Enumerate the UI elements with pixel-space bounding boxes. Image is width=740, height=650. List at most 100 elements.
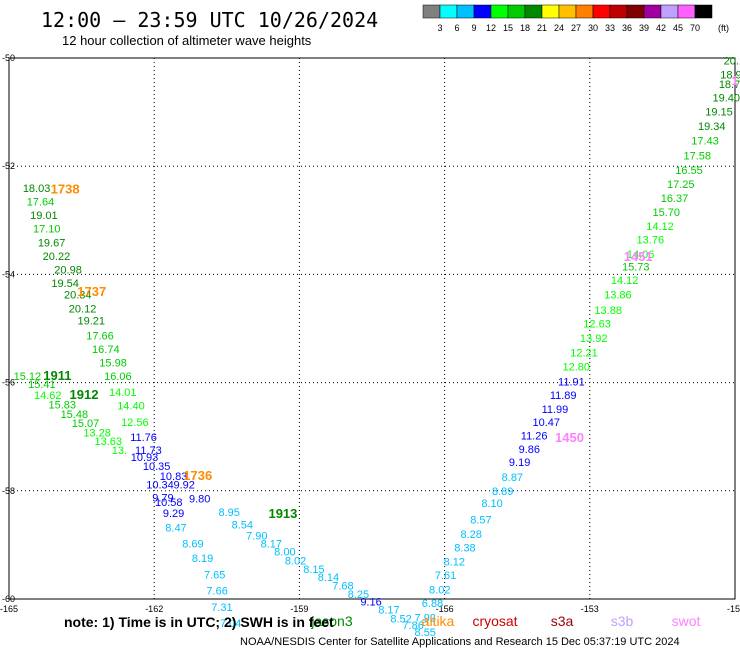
swh-point-label: 19.34	[698, 121, 726, 133]
swh-point-label: 9.92	[173, 480, 194, 492]
colorbar-label: 33	[605, 23, 615, 33]
swh-point-label: 8.10	[481, 498, 502, 510]
swh-point-label: 8.17	[261, 539, 282, 551]
colorbar-label: 12	[486, 23, 496, 33]
chart-title: 12:00 – 23:59 UTC 10/26/2024	[41, 8, 378, 32]
axis-ticks: -50 -52 -54 -56 -58 -60-165 -162 -159 -156 -153 -1…	[0, 53, 740, 614]
swh-point-label: 20.12	[69, 303, 97, 315]
swh-point-label: 9.19	[509, 457, 530, 469]
swh-point-label: 16.37	[661, 193, 689, 205]
x-tick-label: -162	[145, 604, 163, 614]
legend-entry-s3b: s3b	[611, 613, 634, 629]
y-tick-label: -50	[2, 53, 15, 63]
swh-point-label: 16.55	[675, 165, 703, 177]
swh-point-label: 10.93	[131, 452, 159, 464]
swh-point-label: 19.21	[78, 316, 106, 328]
colorbar-swatch	[592, 4, 611, 19]
swh-point-label: 18.03	[23, 183, 51, 195]
pass-time-label: 1913	[268, 506, 297, 521]
swh-point-label: 8.28	[461, 529, 482, 541]
y-tick-label: -54	[2, 269, 15, 279]
swh-point-label: 19.01	[30, 210, 58, 222]
swh-point-label: 11.26	[521, 430, 548, 442]
swh-point-label: 9.79	[152, 493, 173, 505]
colorbar-swatch	[694, 4, 713, 19]
colorbar-unit: (ft)	[718, 23, 729, 33]
swh-point-label: 19.15	[705, 106, 733, 118]
legend-entry-cryosat: cryosat	[472, 613, 517, 629]
y-tick-label: -60	[2, 594, 15, 604]
footer-credit: NOAA/NESDIS Center for Satellite Applica…	[240, 636, 680, 648]
colorbar-label: 42	[656, 23, 666, 33]
swh-point-label: 10.35	[143, 461, 171, 473]
swh-point-label: 15.48	[61, 409, 89, 421]
swh-point-label: 6.88	[422, 598, 443, 610]
swh-point-label: 8.02	[429, 585, 450, 597]
swh-point-label: 7.65	[204, 569, 225, 581]
colorbar-swatch	[660, 4, 679, 19]
colorbar-swatch	[422, 4, 441, 19]
swh-point-label: 15.83	[48, 400, 76, 412]
pass-time-label: 1451	[624, 249, 653, 264]
swh-point-label: 8.57	[470, 514, 491, 526]
x-tick-label: -159	[290, 604, 308, 614]
swh-point-label: 12.80	[562, 362, 590, 374]
swh-point-label: 10.34	[146, 480, 174, 492]
swh-point-label: 8.02	[285, 555, 306, 567]
swh-point-label: 7.92	[415, 613, 436, 625]
swh-point-label: 15.07	[72, 418, 100, 430]
colorbar-label: 45	[673, 23, 683, 33]
swh-point-label: 16.74	[92, 344, 120, 356]
swh-point-label: 13.88	[594, 305, 622, 317]
swh-point-label: 15.12	[14, 371, 42, 383]
swh-point-label: 15.98	[99, 357, 127, 369]
colorbar-label: 21	[537, 23, 547, 33]
pass-time-label: 1737	[77, 284, 106, 299]
swh-point-label: 8.47	[165, 522, 186, 534]
pass-time-label: 1736	[183, 468, 212, 483]
swh-point-label: 13.76	[637, 235, 665, 247]
pass-time-label: 1912	[70, 387, 99, 402]
swh-point-label: 7.04	[220, 618, 241, 630]
swh-point-label: 11.91	[558, 376, 585, 388]
swh-point-label: 14.12	[646, 221, 674, 233]
swh-point-label: 8.25	[348, 589, 369, 601]
swh-point-label: 14.12	[611, 275, 639, 287]
swh-point-label: 8.19	[192, 553, 213, 565]
colorbar-swatch	[456, 4, 475, 19]
swh-point-label: 20.34	[64, 290, 92, 302]
colorbar-swatch	[507, 4, 526, 19]
swh-point-label: 14.40	[117, 401, 145, 413]
swh-point-label: 9.16	[360, 596, 381, 608]
colorbar-swatch	[677, 4, 696, 19]
swh-point-label: 14.06	[627, 249, 655, 261]
pass-time-label: 1911	[43, 368, 71, 383]
swh-point-label: 10.47	[532, 417, 560, 429]
swh-point-label: 7.66	[206, 586, 227, 598]
swh-point-label: 8.00	[274, 547, 295, 559]
swh-point-label: 8.69	[182, 539, 203, 551]
swh-point-label: 15.70	[653, 207, 681, 219]
swh-point-label: 17.10	[33, 224, 61, 236]
pass-time-label: 1738	[51, 181, 80, 196]
swh-point-label: 9.29	[163, 508, 184, 520]
colorbar-swatch	[439, 4, 458, 19]
colorbar-label: 70	[690, 23, 700, 33]
x-tick-label: -165	[0, 604, 18, 614]
y-tick-label: -52	[2, 161, 15, 171]
swh-point-label: 13.92	[580, 333, 608, 345]
colorbar-label: 24	[554, 23, 564, 33]
colorbar-swatch	[541, 4, 560, 19]
colorbar-swatch	[643, 4, 662, 19]
colorbar-swatch	[626, 4, 645, 19]
swh-point-label: 12.21	[570, 348, 598, 360]
swh-point-label: 17.43	[691, 136, 719, 148]
swh-point-label: 12.56	[121, 417, 149, 429]
swh-point-label: 8.52	[390, 613, 411, 625]
swh-point-label: 10.58	[155, 497, 183, 509]
colorbar-label: 39	[639, 23, 649, 33]
swh-point-label: 20.14	[724, 55, 740, 67]
colorbar-swatch	[490, 4, 509, 19]
swh-point-label: 11.99	[542, 404, 569, 416]
